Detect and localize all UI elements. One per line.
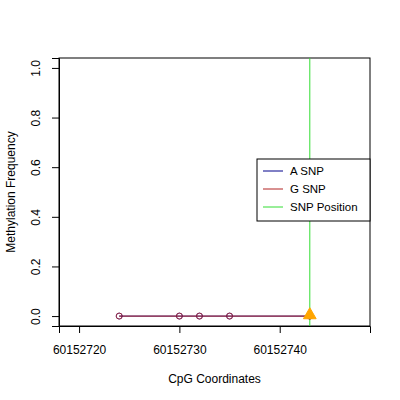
x-tick: 60152740 bbox=[254, 326, 308, 357]
plot-frame bbox=[59, 58, 370, 326]
snp-marker bbox=[303, 308, 316, 319]
chart: 60152720 60152730 60152740 0.0 0.2 0.4 0.6 0.8 1… bbox=[0, 0, 400, 400]
y-tick-mark bbox=[52, 316, 59, 317]
x-axis-title: CpG Coordinates bbox=[168, 372, 261, 386]
y-tick-mark bbox=[52, 167, 59, 168]
y-tick: 0.8 bbox=[29, 109, 59, 126]
data-point bbox=[176, 313, 182, 319]
series-line bbox=[119, 315, 310, 316]
legend-label: A SNP bbox=[290, 165, 324, 177]
plot: 60152720 60152730 60152740 0.0 0.2 0.4 0.6 0.8 1… bbox=[29, 58, 371, 357]
y-axis-line bbox=[52, 59, 60, 327]
legend-box bbox=[257, 159, 370, 221]
x-tick-mark bbox=[280, 326, 281, 333]
data-point bbox=[196, 313, 202, 319]
x-tick: 60152720 bbox=[53, 326, 107, 357]
y-tick-label: 0.4 bbox=[29, 209, 43, 226]
y-tick: 0.4 bbox=[29, 209, 59, 226]
y-axis-title: Methylation Frequency bbox=[4, 131, 18, 252]
data-point bbox=[116, 313, 122, 319]
data-point bbox=[227, 313, 233, 319]
y-tick-label: 0.6 bbox=[29, 159, 43, 176]
y-tick-label: 1.0 bbox=[29, 60, 43, 77]
legend-swatch bbox=[263, 207, 283, 208]
legend: A SNP G SNP SNP Position bbox=[257, 159, 370, 221]
y-tick-mark bbox=[52, 68, 59, 69]
y-tick-mark bbox=[52, 217, 59, 218]
data-point bbox=[227, 313, 233, 319]
x-tick-label: 60152740 bbox=[254, 343, 308, 357]
y-tick: 0.2 bbox=[29, 258, 59, 275]
y-tick: 0.6 bbox=[29, 159, 59, 176]
legend-swatch bbox=[263, 171, 283, 172]
legend-swatch bbox=[263, 189, 283, 190]
y-tick-mark bbox=[52, 118, 59, 119]
y-tick-label: 0.0 bbox=[29, 308, 43, 325]
y-tick-label: 0.2 bbox=[29, 258, 43, 275]
y-axis: 0.0 0.2 0.4 0.6 0.8 1.0 bbox=[29, 59, 60, 327]
legend-label: G SNP bbox=[290, 183, 326, 195]
x-axis: 60152720 60152730 60152740 bbox=[53, 326, 371, 357]
data-point bbox=[176, 313, 182, 319]
data-point bbox=[196, 313, 202, 319]
x-tick-label: 60152720 bbox=[53, 343, 107, 357]
y-tick: 1.0 bbox=[29, 60, 59, 77]
y-tick: 0.0 bbox=[29, 308, 59, 325]
x-tick: 60152730 bbox=[153, 326, 207, 357]
x-tick-label: 60152730 bbox=[153, 343, 207, 357]
data-point bbox=[116, 313, 122, 319]
legend-label: SNP Position bbox=[290, 201, 358, 213]
series-line bbox=[119, 315, 310, 316]
x-axis-line bbox=[60, 327, 371, 334]
y-tick-label: 0.8 bbox=[29, 109, 43, 126]
x-tick-mark bbox=[179, 326, 180, 333]
y-tick-mark bbox=[52, 266, 59, 267]
x-tick-mark bbox=[79, 326, 80, 333]
